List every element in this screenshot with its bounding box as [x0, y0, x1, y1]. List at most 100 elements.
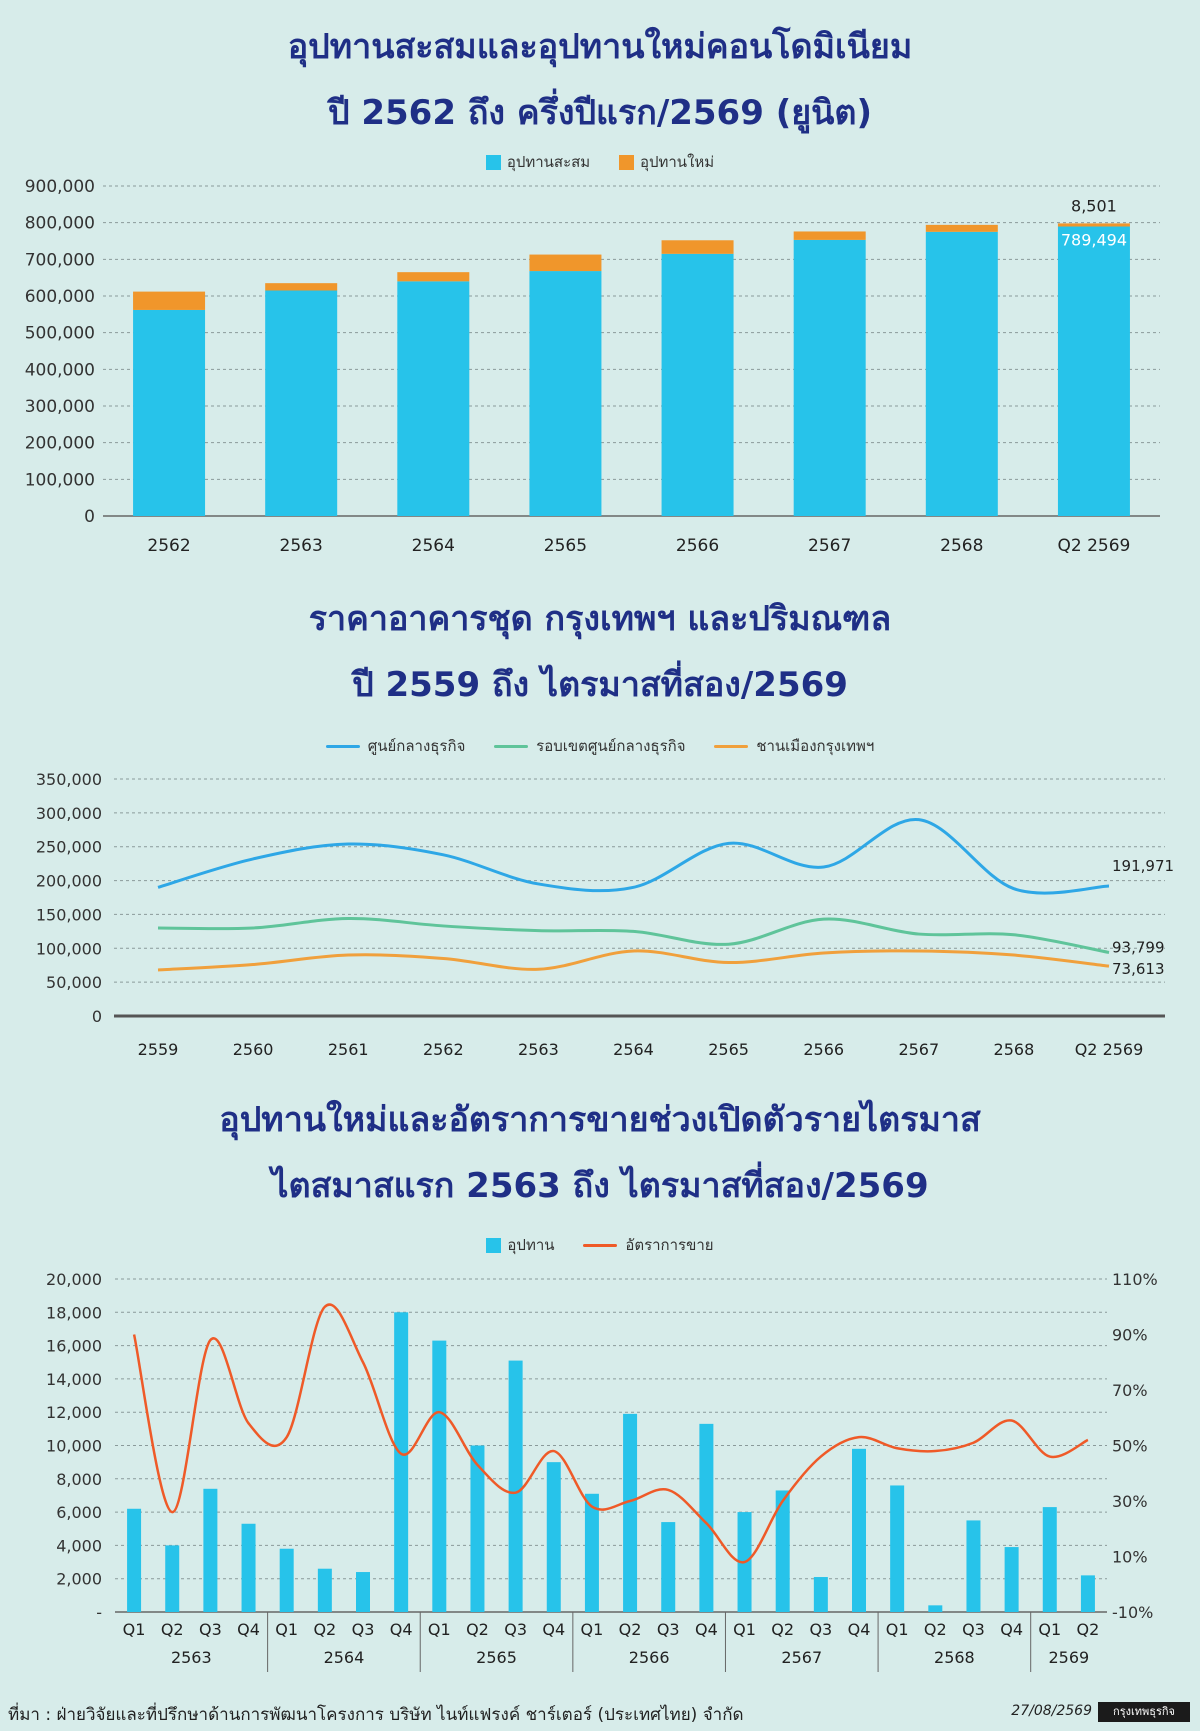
bar-supply [394, 1312, 409, 1612]
y-tick-label: 10,000 [46, 1437, 102, 1456]
chart1-title-line1: อุปทานสะสมและอุปทานใหม่คอนโดมิเนียม [287, 27, 913, 67]
y2-tick-label: 70% [1112, 1381, 1148, 1400]
bar-new-supply [397, 272, 470, 282]
y-tick-label: 100,000 [25, 470, 95, 490]
quarter-label: Q2 [771, 1620, 794, 1639]
quarter-label: Q2 [313, 1620, 336, 1639]
data-label-cumulative: 789,494 [1061, 230, 1127, 249]
line-cbd [157, 818, 1110, 895]
legend-swatch [494, 745, 529, 748]
chart3-title-line1: อุปทานใหม่และอัตราการขายช่วงเปิดตัวรายไต… [219, 1100, 981, 1140]
y2-tick-label: 50% [1112, 1437, 1148, 1456]
chart1-legend-item-1: อุปทานใหม่ [618, 150, 715, 174]
year-group-label: 2566 [629, 1648, 670, 1667]
footer: ที่มา : ฝ่ายวิจัยและที่ปรึกษาด้านการพัฒน… [0, 1693, 1200, 1731]
line-cbd-fringe [157, 916, 1110, 954]
bar-new-supply [793, 231, 866, 240]
chart2-legend: ศูนย์กลางธุรกิจ รอบเขตศูนย์กลางธุรกิจ ชา… [0, 734, 1200, 758]
x-tick-label: 2565 [544, 536, 587, 556]
bar-new-supply [265, 283, 338, 291]
bar-supply [356, 1572, 370, 1612]
x-tick-label: 2562 [147, 536, 190, 556]
year-group-label: 2564 [324, 1648, 365, 1667]
legend-label: อัตราการขาย [625, 1236, 714, 1254]
bar-supply [470, 1445, 485, 1612]
quarter-label: Q3 [199, 1620, 222, 1639]
y-tick-label: - [96, 1603, 102, 1622]
end-value-label: 93,799 [1112, 938, 1165, 956]
year-group-label: 2563 [171, 1648, 212, 1667]
quarter-label: Q4 [390, 1620, 413, 1639]
quarter-label: Q1 [275, 1620, 298, 1639]
x-tick-label: 2566 [803, 1040, 844, 1059]
x-tick-label: 2564 [412, 536, 455, 556]
legend-swatch [486, 1238, 502, 1253]
quarter-label: Q1 [123, 1620, 146, 1639]
y-tick-label: 20,000 [46, 1270, 102, 1289]
legend-label: อุปทานใหม่ [639, 153, 715, 171]
bar-supply [623, 1413, 638, 1612]
quarter-label: Q4 [237, 1620, 260, 1639]
y-tick-label: 0 [92, 1007, 102, 1026]
y-tick-label: 600,000 [25, 287, 95, 307]
bar-new-supply [1057, 223, 1130, 227]
x-tick-label: 2568 [940, 536, 983, 556]
legend-label: อุปทาน [507, 1236, 555, 1254]
quarter-label: Q3 [504, 1620, 527, 1639]
bar-new-supply [661, 240, 734, 254]
quarter-label: Q4 [848, 1620, 871, 1639]
y-tick-label: 900,000 [25, 177, 95, 197]
bar-cumulative [529, 271, 602, 516]
quarter-label: Q1 [886, 1620, 909, 1639]
y-tick-label: 500,000 [25, 324, 95, 344]
bar-cumulative [397, 281, 470, 516]
y-tick-label: 4,000 [56, 1536, 102, 1555]
bar-supply [852, 1448, 866, 1612]
bar-supply [928, 1605, 943, 1612]
quarter-label: Q2 [161, 1620, 184, 1639]
year-group-label: 2565 [476, 1648, 517, 1667]
quarter-label: Q3 [809, 1620, 832, 1639]
publisher-logo: กรุงเทพธุรกิจ [1098, 1702, 1190, 1722]
chart3-legend: อุปทาน อัตราการขาย [0, 1233, 1200, 1257]
data-label-new-supply: 8,501 [1071, 196, 1117, 215]
y2-tick-label: 10% [1112, 1548, 1148, 1567]
legend-swatch [325, 745, 360, 748]
quarter-label: Q4 [1000, 1620, 1023, 1639]
y-tick-label: 0 [84, 507, 95, 527]
y-tick-label: 400,000 [25, 360, 95, 380]
quarter-label: Q3 [352, 1620, 375, 1639]
legend-swatch [618, 155, 634, 170]
y-tick-label: 150,000 [36, 905, 102, 924]
chart1-bar-chart: 0 100,000 200,000 300,000 400,000 500,000 600,… [25, 177, 1160, 556]
chart2-legend-item-0: ศูนย์กลางธุรกิจ [325, 734, 465, 758]
bar-cumulative [265, 290, 338, 516]
source-note: ที่มา : ฝ่ายวิจัยและที่ปรึกษาด้านการพัฒน… [8, 1705, 744, 1725]
legend-label: อุปทานสะสม [506, 153, 591, 171]
x-tick-label: 2559 [138, 1040, 179, 1059]
bar-supply [584, 1493, 599, 1612]
x-tick-label: Q2 2569 [1058, 536, 1131, 556]
bar-cumulative [1057, 226, 1130, 516]
chart3-title: อุปทานใหม่และอัตราการขายช่วงเปิดตัวรายไต… [0, 1087, 1200, 1219]
y-tick-label: 300,000 [36, 804, 102, 823]
bar-new-supply [133, 291, 206, 310]
bar-supply [1080, 1575, 1095, 1612]
year-group-label: 2568 [934, 1648, 975, 1667]
bar-supply [203, 1488, 218, 1612]
year-group-label: 2567 [781, 1648, 822, 1667]
bar-supply [1042, 1507, 1057, 1612]
y2-tick-label: 30% [1112, 1492, 1148, 1511]
y-tick-label: 14,000 [46, 1370, 102, 1389]
bar-supply [317, 1568, 332, 1612]
y-tick-label: 300,000 [25, 397, 95, 417]
bar-supply [279, 1548, 294, 1612]
bar-supply [890, 1485, 905, 1612]
bar-supply [966, 1520, 981, 1612]
x-tick-label: 2568 [994, 1040, 1035, 1059]
chart2-legend-item-2: ชานเมืองกรุงเทพฯ [714, 734, 874, 758]
y-tick-label: 200,000 [36, 872, 102, 891]
bar-cumulative [661, 253, 734, 517]
quarter-label: Q2 [619, 1620, 642, 1639]
